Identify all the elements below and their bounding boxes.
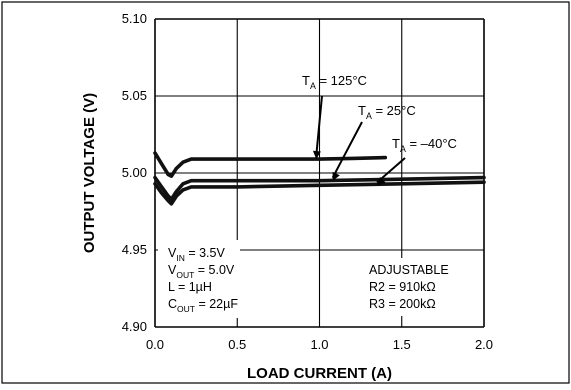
curve-label-0-main: T xyxy=(302,73,310,88)
y-tick-label: 5.00 xyxy=(122,165,147,180)
y-tick-label: 4.90 xyxy=(122,319,147,334)
y-tick-label: 5.10 xyxy=(122,11,147,26)
curve-label-1-rest: = 25°C xyxy=(372,103,416,118)
x-tick-label: 1.0 xyxy=(310,337,328,352)
curve-label-2-rest: = –40°C xyxy=(406,136,457,151)
condition-text-0-subscript: IN xyxy=(176,253,185,263)
x-axis-label: LOAD CURRENT (A) xyxy=(247,365,392,382)
condition-text-2: L = 1µH xyxy=(168,280,212,294)
x-tick-label: 2.0 xyxy=(475,337,493,352)
curve-label-1-main: T xyxy=(358,103,366,118)
x-tick-label: 1.5 xyxy=(393,337,411,352)
note-text-2: R3 = 200kΩ xyxy=(369,297,436,311)
condition-text-3-subscript: OUT xyxy=(177,304,195,314)
condition-text-0-rest: = 3.5V xyxy=(185,246,226,260)
condition-text-1-subscript: OUT xyxy=(176,270,194,280)
condition-text-1-rest: = 5.0V xyxy=(194,263,235,277)
curve-label-0-rest: = 125°C xyxy=(316,73,367,88)
y-tick-label: 5.05 xyxy=(122,88,147,103)
note-text-1: R2 = 910kΩ xyxy=(369,280,436,294)
condition-text-2-main: L = 1µH xyxy=(168,280,212,294)
x-tick-label: 0.5 xyxy=(228,337,246,352)
note-text-0: ADJUSTABLE xyxy=(369,263,449,277)
y-axis-label: OUTPUT VOLTAGE (V) xyxy=(81,93,98,253)
condition-text-3-main: C xyxy=(168,297,177,311)
y-tick-label: 4.95 xyxy=(122,242,147,257)
x-tick-label: 0.0 xyxy=(146,337,164,352)
curve-label-2-main: T xyxy=(392,136,400,151)
condition-text-3-rest: = 22µF xyxy=(195,297,238,311)
